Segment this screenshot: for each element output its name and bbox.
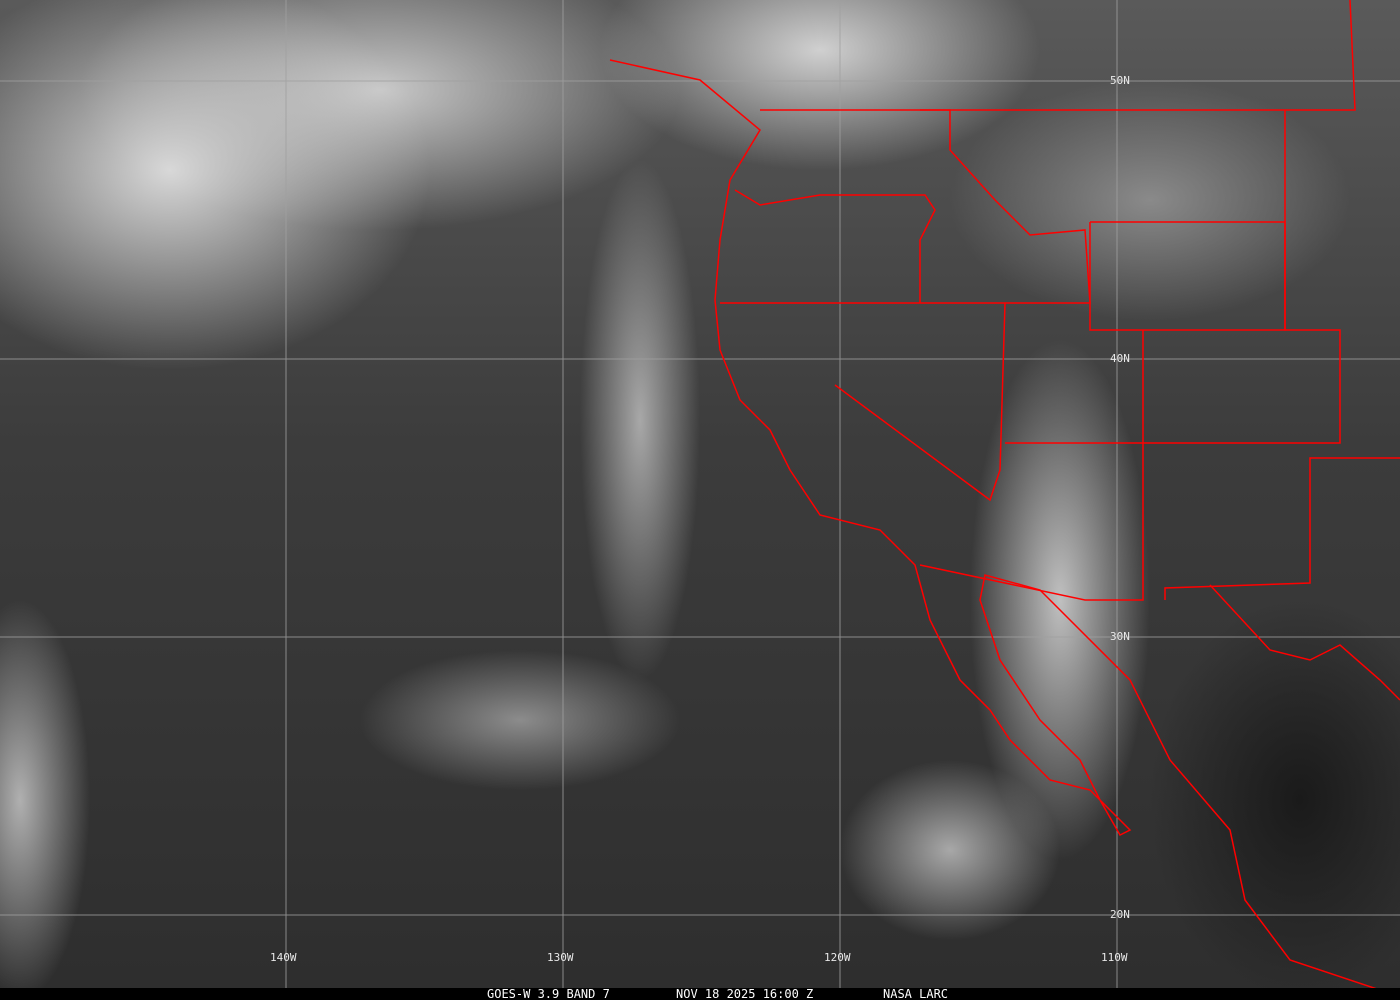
latitude-label: 50N	[1110, 74, 1130, 87]
us-canada-border	[760, 0, 1356, 111]
utah-arizona-border	[1005, 110, 1341, 444]
caption-satellite: GOES-W 3.9 BAND 7	[487, 987, 610, 1000]
california-nevada-border	[834, 302, 1006, 502]
latitude-label: 30N	[1110, 630, 1130, 643]
idaho-border	[920, 109, 1091, 304]
political-boundaries	[609, 0, 1400, 988]
longitude-label: 120W	[824, 951, 851, 964]
latitude-label: 40N	[1110, 352, 1130, 365]
caption-datetime: NOV 18 2025 16:00 Z	[676, 987, 814, 1000]
new-mexico-border	[1164, 457, 1400, 600]
image-caption-bar: GOES-W 3.9 BAND 7 NOV 18 2025 16:00 Z NA…	[0, 988, 1400, 1000]
wyoming-border	[1089, 221, 1286, 331]
mexico-border	[1209, 584, 1400, 701]
pacific-coastline	[609, 59, 1377, 988]
longitude-label: 140W	[270, 951, 297, 964]
longitude-label: 110W	[1101, 951, 1128, 964]
caption-source: NASA LARC	[883, 987, 949, 1000]
longitude-label: 130W	[547, 951, 574, 964]
latitude-label: 20N	[1110, 908, 1130, 921]
oregon-washington-border	[734, 189, 936, 303]
arizona-new-mexico-border	[919, 330, 1144, 601]
